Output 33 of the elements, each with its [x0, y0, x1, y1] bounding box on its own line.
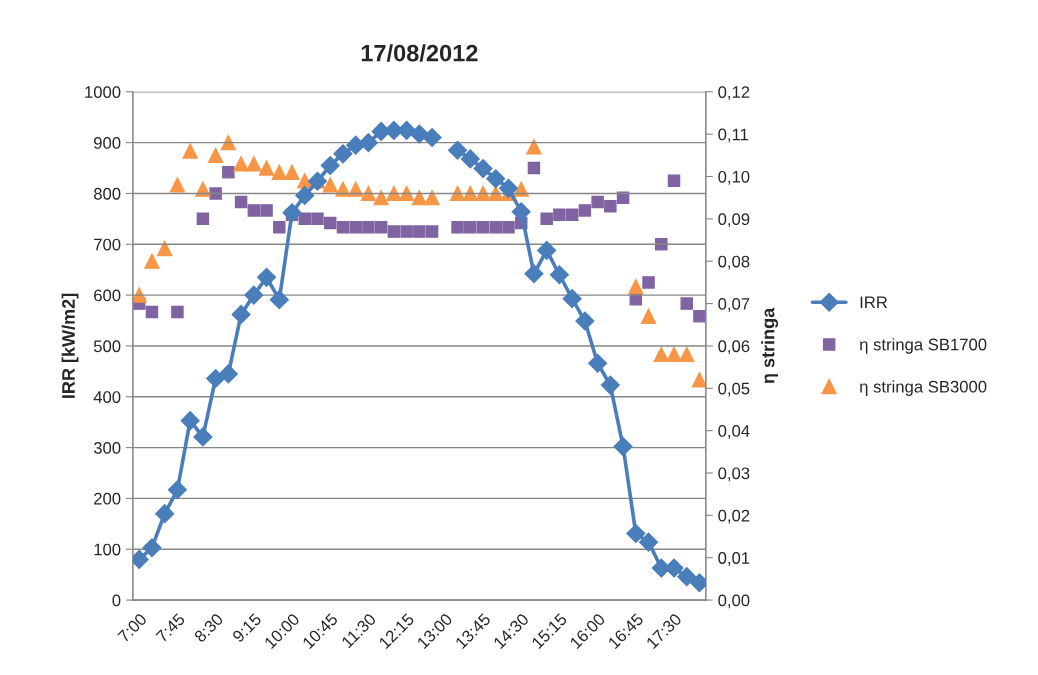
y2-tick-label: 0,08 — [718, 255, 750, 270]
y-tick-label: 0 — [112, 594, 121, 607]
y2-tick-label: 0,04 — [718, 425, 750, 439]
y2-tick-label: 0,07 — [718, 297, 750, 312]
y-tick-label: 200 — [94, 492, 121, 505]
y-tick-label: 300 — [93, 441, 121, 454]
y-tick-label: 900 — [94, 137, 121, 149]
y2-axis-title: η stringa — [761, 307, 779, 384]
y-tick-label: 100 — [94, 543, 121, 556]
y2-tick-label: 0,09 — [718, 213, 750, 228]
y-tick-label: 500 — [93, 340, 121, 353]
y2-tick-label: 0,05 — [718, 382, 750, 397]
y-axis-title: IRR [kW/m2] — [61, 293, 79, 398]
chart-title: 17/08/2012 — [361, 44, 478, 62]
y-tick-label: 700 — [94, 238, 121, 251]
legend-label: η stringa SB1700 — [860, 338, 987, 354]
y2-tick-label: 0,00 — [718, 594, 750, 609]
y-tick-label: 400 — [93, 391, 121, 403]
legend-label: η stringa SB3000 — [860, 380, 987, 396]
x-tick-label: 8:30 — [193, 612, 224, 643]
y2-tick-label: 0,11 — [718, 128, 749, 143]
y-tick-label: 600 — [94, 289, 121, 302]
y2-tick-label: 0,10 — [718, 170, 750, 185]
y2-tick-label: 0,01 — [718, 552, 750, 566]
y2-tick-label: 0,12 — [718, 86, 750, 100]
x-tick-label: 7:00 — [117, 612, 148, 643]
y-tick-label: 800 — [93, 187, 121, 200]
legend-label: IRR — [860, 296, 888, 309]
y2-tick-label: 0,02 — [718, 509, 750, 524]
y-tick-label: 1000 — [85, 86, 121, 98]
x-tick-label: 7:45 — [155, 612, 186, 643]
y2-tick-label: 0,03 — [718, 467, 750, 482]
y2-tick-label: 0,06 — [718, 340, 750, 355]
